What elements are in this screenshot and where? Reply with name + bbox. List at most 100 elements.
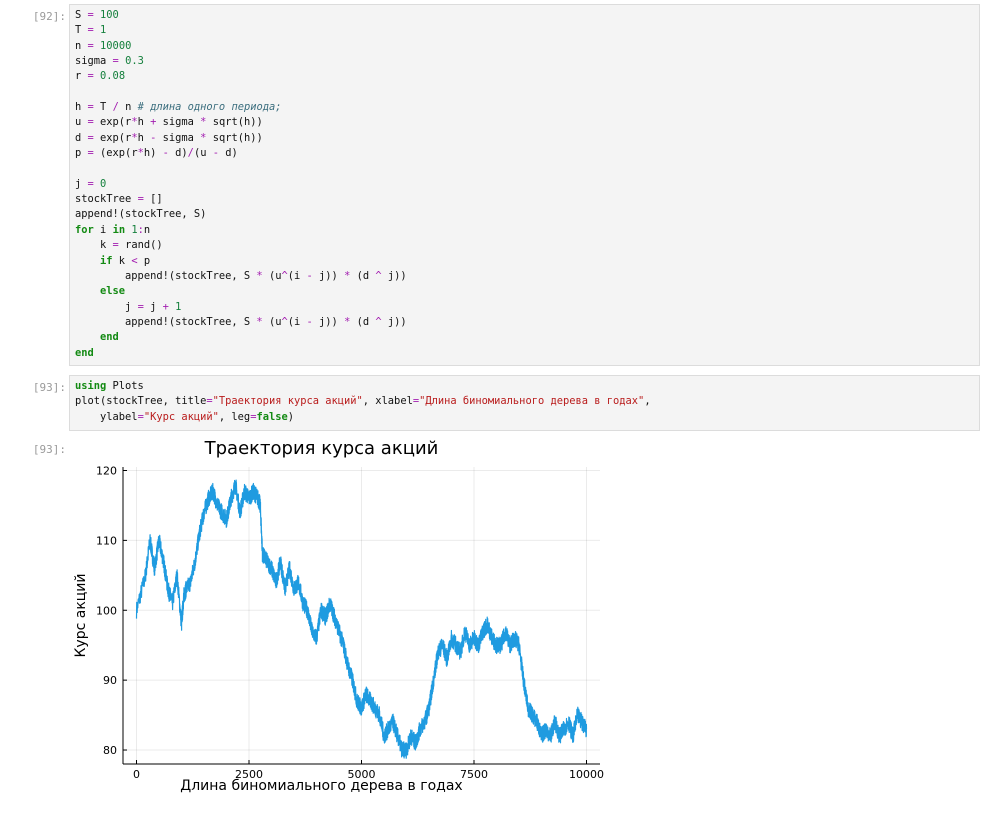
y-tick-label: 120 bbox=[96, 464, 117, 477]
x-tick-label: 0 bbox=[133, 768, 140, 781]
code-token: * bbox=[131, 116, 138, 129]
code-token: exp(r bbox=[93, 131, 132, 144]
y-tick-label: 80 bbox=[103, 744, 117, 757]
code-token: = bbox=[87, 70, 94, 83]
plot-output: 0 2500 5000 7500 10000 80 90 100 110 120 Траектори… bbox=[70, 434, 610, 810]
code-token: j bbox=[143, 300, 163, 313]
code-line: d = exp(r*h - sigma * sqrt(h)) bbox=[75, 132, 263, 144]
code-token: : bbox=[137, 223, 144, 236]
code-token: - bbox=[212, 147, 219, 160]
code-token: ^ bbox=[281, 269, 288, 282]
code-line: plot(stockTree, title="Траектория курса … bbox=[75, 395, 651, 407]
code-token: h bbox=[75, 101, 88, 114]
code-token: 1 bbox=[175, 300, 182, 313]
code-line: end bbox=[75, 331, 119, 343]
code-token: stockTree bbox=[75, 193, 138, 206]
code-line: stockTree = [] bbox=[75, 193, 163, 205]
code-token: 0.08 bbox=[100, 70, 126, 83]
code-token: = bbox=[87, 9, 94, 21]
code-token: * bbox=[200, 131, 207, 144]
code-token: k bbox=[112, 254, 132, 267]
code-token: * bbox=[200, 116, 207, 129]
code-token bbox=[75, 331, 100, 343]
code-token: = bbox=[87, 147, 94, 160]
code-token: end bbox=[75, 346, 94, 359]
code-token: (u bbox=[262, 269, 282, 282]
code-token: ^ bbox=[281, 315, 288, 328]
code-token: h bbox=[137, 131, 151, 144]
code-token: j)) bbox=[381, 315, 407, 328]
code-token: # длина одного периода; bbox=[137, 101, 282, 114]
code-line: j = 0 bbox=[75, 178, 106, 190]
y-tick-label: 100 bbox=[96, 604, 117, 617]
code-line: h = T / n # длина одного периода; bbox=[75, 101, 282, 113]
code-token: = bbox=[412, 395, 420, 408]
code-token: sigma bbox=[156, 116, 201, 129]
code-token: u bbox=[75, 116, 88, 129]
code-token: r bbox=[75, 70, 88, 83]
code-token: (u bbox=[193, 147, 213, 160]
code-token: - bbox=[150, 131, 157, 144]
code-token: = bbox=[137, 410, 144, 423]
code-line: u = exp(r*h + sigma * sqrt(h)) bbox=[75, 116, 263, 128]
code-token: k bbox=[75, 239, 113, 252]
code-line: T = 1 bbox=[75, 24, 106, 36]
code-token: = bbox=[87, 131, 94, 144]
code-line: using Plots bbox=[75, 380, 144, 392]
code-token: in bbox=[112, 223, 126, 236]
code-token: / bbox=[187, 147, 194, 160]
code-token: S bbox=[75, 9, 88, 21]
output-prompt-93: [93]: bbox=[32, 443, 66, 456]
code-line: ylabel="Курс акций", leg=false) bbox=[75, 411, 294, 423]
code-line: p = (exp(r*h) - d)/(u - d) bbox=[75, 147, 238, 159]
code-editor[interactable]: using Plots plot(stockTree, title="Траек… bbox=[70, 376, 979, 425]
code-line: append!(stockTree, S * (u^(i - j)) * (d … bbox=[75, 316, 407, 328]
code-token: T bbox=[93, 101, 113, 114]
code-token: d bbox=[75, 131, 88, 144]
code-token: , leg bbox=[218, 410, 251, 423]
chart-title: Траектория курса акций bbox=[204, 438, 439, 459]
code-token: exp(r bbox=[93, 116, 132, 129]
code-token: T bbox=[75, 24, 88, 37]
y-tick-label: 90 bbox=[103, 674, 117, 687]
cell-prompt-92: [92]: bbox=[32, 10, 66, 23]
code-token: (i bbox=[287, 269, 307, 282]
code-token: = bbox=[112, 239, 119, 252]
y-axis-label: Курс акций bbox=[73, 573, 89, 657]
code-token: 0.3 bbox=[125, 55, 144, 68]
code-line: n = 10000 bbox=[75, 40, 131, 52]
code-token: ylabel bbox=[75, 410, 138, 423]
code-token: ^ bbox=[375, 315, 382, 328]
code-line: end bbox=[75, 347, 94, 359]
code-token: d) bbox=[168, 147, 188, 160]
code-token: if bbox=[100, 254, 113, 267]
code-token: < bbox=[131, 254, 138, 267]
code-token: n bbox=[118, 101, 138, 114]
code-token: * bbox=[131, 131, 138, 144]
code-token: sqrt(h)) bbox=[206, 116, 263, 129]
code-cell-93[interactable]: using Plots plot(stockTree, title="Траек… bbox=[69, 375, 980, 431]
series-line bbox=[135, 479, 588, 759]
code-token: 10000 bbox=[100, 39, 132, 52]
code-token: ^ bbox=[375, 269, 382, 282]
x-axis-label: Длина биномиального дерева в годах bbox=[180, 778, 462, 794]
code-token: = bbox=[206, 395, 213, 408]
code-line: append!(stockTree, S) bbox=[75, 208, 206, 220]
code-token: sigma bbox=[156, 131, 201, 144]
code-token: p bbox=[75, 147, 88, 160]
code-token: for bbox=[75, 223, 94, 236]
code-token: - bbox=[162, 147, 169, 160]
code-token: , bbox=[644, 395, 651, 408]
code-token: (exp(r bbox=[93, 147, 138, 160]
code-token: * bbox=[344, 269, 351, 282]
code-editor[interactable]: S = 100 T = 1 n = 10000 sigma = 0.3 r = … bbox=[70, 5, 979, 361]
code-token: = bbox=[112, 55, 119, 68]
code-cell-92[interactable]: S = 100 T = 1 n = 10000 sigma = 0.3 r = … bbox=[69, 4, 980, 366]
code-token: h bbox=[137, 116, 151, 129]
code-token: = bbox=[250, 410, 257, 423]
code-token bbox=[75, 285, 100, 297]
code-token: using bbox=[75, 380, 107, 392]
code-token: , xlabel bbox=[362, 395, 413, 408]
code-token: [] bbox=[143, 193, 163, 206]
code-token: j)) bbox=[381, 269, 407, 282]
